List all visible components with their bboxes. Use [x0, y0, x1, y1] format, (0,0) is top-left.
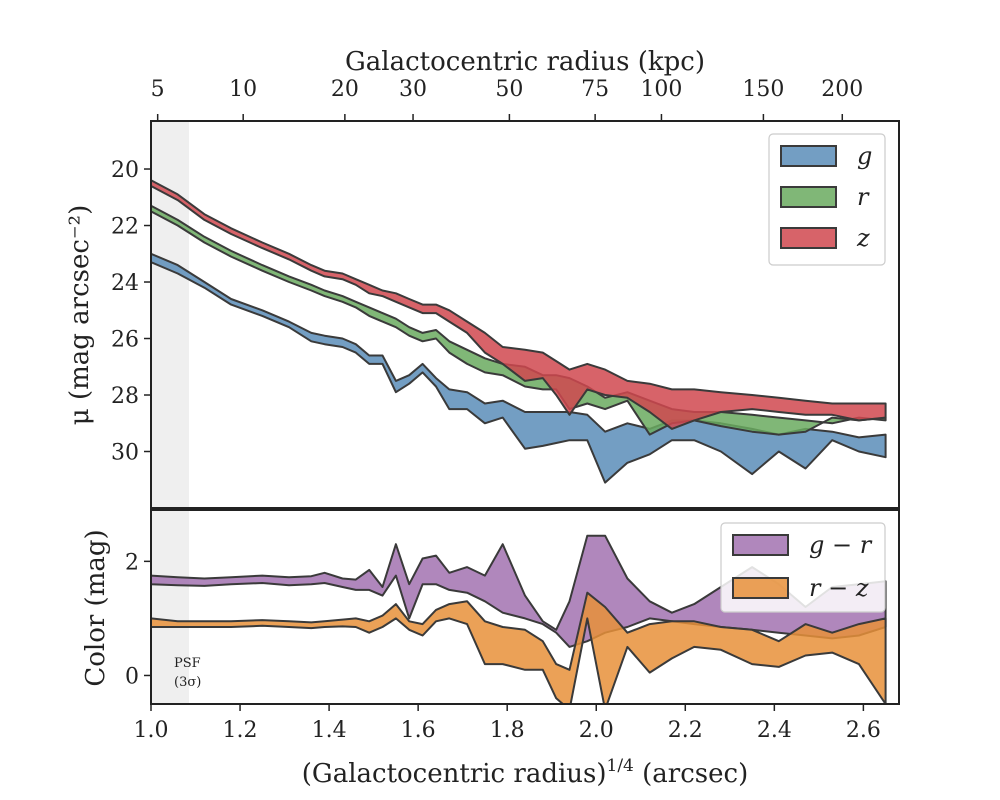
top-y-ticks: 20 22 24 26 28 30: [111, 158, 151, 466]
bottom-y-ticks: 02: [125, 550, 151, 689]
bottom-panel-frame: [150, 509, 900, 705]
psf-sigma-label: (3σ): [174, 675, 201, 690]
bottom-legend-label: g − r: [809, 531, 873, 559]
bottom-x-tick-label: 2.0: [579, 718, 614, 743]
bottom-legend-swatch: [732, 534, 789, 556]
bottom-legend-label: r − z: [809, 574, 869, 602]
band-g: [151, 252, 887, 484]
bottom-x-tick-label: 1.8: [490, 718, 525, 743]
top-legend-swatch: [780, 145, 837, 167]
bottom-legend-swatch: [732, 577, 789, 599]
top-y-tick-label: 22: [111, 215, 139, 240]
bottom-x-tick-label: 1.4: [312, 718, 347, 743]
x-axis-title-base: (Galactocentric radius): [302, 759, 607, 789]
top-kpc-tick-label: 75: [581, 77, 609, 102]
top-legend: grz: [768, 133, 886, 266]
top-kpc-tick-label: 5: [151, 77, 165, 102]
top-bands: [151, 179, 887, 484]
top-panel-frame: [150, 120, 900, 509]
top-kpc-tick-label: 100: [640, 77, 682, 102]
band-color-1: [151, 591, 887, 704]
bottom-x-tick-label: 2.4: [757, 718, 792, 743]
top-panel: 20 22 24 26 28 30 5 10 20 30 50 75 100 150 200 Galact…: [65, 47, 900, 509]
bottom-x-ticks: 1.0 1.2 1.4 1.6 1.8 2.0 2.2 2.4 2.6: [134, 704, 881, 743]
bottom-panel: g − rr − z 02 1.0 1.2 1.4 1.6 1.8 2.0 2.2 2.4 2.…: [81, 509, 900, 789]
top-kpc-ticks: 5 10 20 30 50 75 100 150 200: [151, 77, 863, 121]
top-legend-swatch: [780, 186, 837, 208]
top-legend-swatch: [780, 227, 837, 249]
bottom-legend: g − r r − z: [720, 522, 886, 613]
top-kpc-tick-label: 10: [229, 77, 257, 102]
top-legend-label: g: [857, 142, 872, 170]
top-kpc-tick-label: 200: [821, 77, 863, 102]
top-y-tick-label: 26: [111, 328, 139, 353]
bottom-x-tick-label: 1.6: [401, 718, 436, 743]
bottom-x-axis-title: (Galactocentric radius)1/4 (arcsec): [302, 756, 748, 789]
x-axis-title-exponent: 1/4: [607, 756, 634, 776]
top-y-tick-label: 24: [111, 271, 139, 296]
top-x-axis-title: Galactocentric radius (kpc): [345, 47, 705, 77]
bottom-y-tick-label: 0: [125, 664, 139, 689]
x-axis-title-unit: (arcsec): [634, 759, 748, 789]
bottom-x-tick-label: 2.6: [846, 718, 881, 743]
bottom-psf-shade: [151, 510, 189, 704]
top-legend-label: r: [857, 183, 870, 211]
top-y-tick-label: 20: [111, 158, 139, 183]
bottom-x-tick-label: 1.0: [134, 718, 169, 743]
bottom-y-axis-title: Color (mag): [81, 529, 111, 686]
top-kpc-tick-label: 50: [495, 77, 523, 102]
top-kpc-tick-label: 20: [331, 77, 359, 102]
top-y-tick-label: 28: [111, 384, 139, 409]
top-y-axis-title: μ (mag arcsec⁻²): [65, 205, 95, 425]
band-z: [151, 179, 887, 430]
top-y-tick-label: 30: [111, 441, 139, 466]
psf-label: PSF: [174, 656, 201, 671]
bottom-x-tick-label: 2.2: [668, 718, 703, 743]
top-legend-label: z: [856, 224, 870, 252]
bottom-x-tick-label: 1.2: [223, 718, 258, 743]
bottom-bands: [151, 534, 887, 704]
top-psf-shade: [151, 121, 189, 508]
top-kpc-tick-label: 150: [742, 77, 784, 102]
bottom-y-tick-label: 2: [125, 550, 139, 575]
top-kpc-tick-label: 30: [399, 77, 427, 102]
